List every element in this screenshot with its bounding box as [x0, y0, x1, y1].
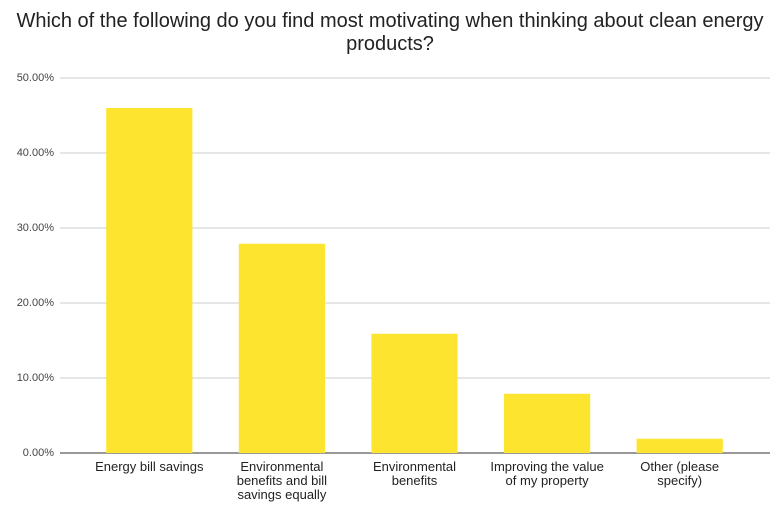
y-tick-label: 0.00% [23, 447, 54, 459]
x-tick-label: Environmental benefits and bill savings … [236, 459, 328, 502]
x-tick-label: Improving the value of my property [490, 459, 604, 488]
y-tick-label: 40.00% [17, 147, 55, 159]
bar [504, 393, 591, 453]
x-tick-label: Energy bill savings [95, 459, 204, 474]
chart-title: Which of the following do you find most … [16, 10, 764, 55]
bar [238, 243, 325, 453]
x-tick-label: Other (please specify) [640, 459, 720, 488]
y-tick-label: 20.00% [17, 297, 55, 309]
bar [371, 333, 458, 453]
x-tick-label: Environmental benefits [372, 459, 457, 488]
bar [636, 438, 723, 453]
bar [106, 108, 193, 453]
y-tick-label: 50.00% [17, 72, 55, 84]
y-tick-label: 30.00% [17, 222, 55, 234]
y-tick-label: 10.00% [17, 372, 55, 384]
